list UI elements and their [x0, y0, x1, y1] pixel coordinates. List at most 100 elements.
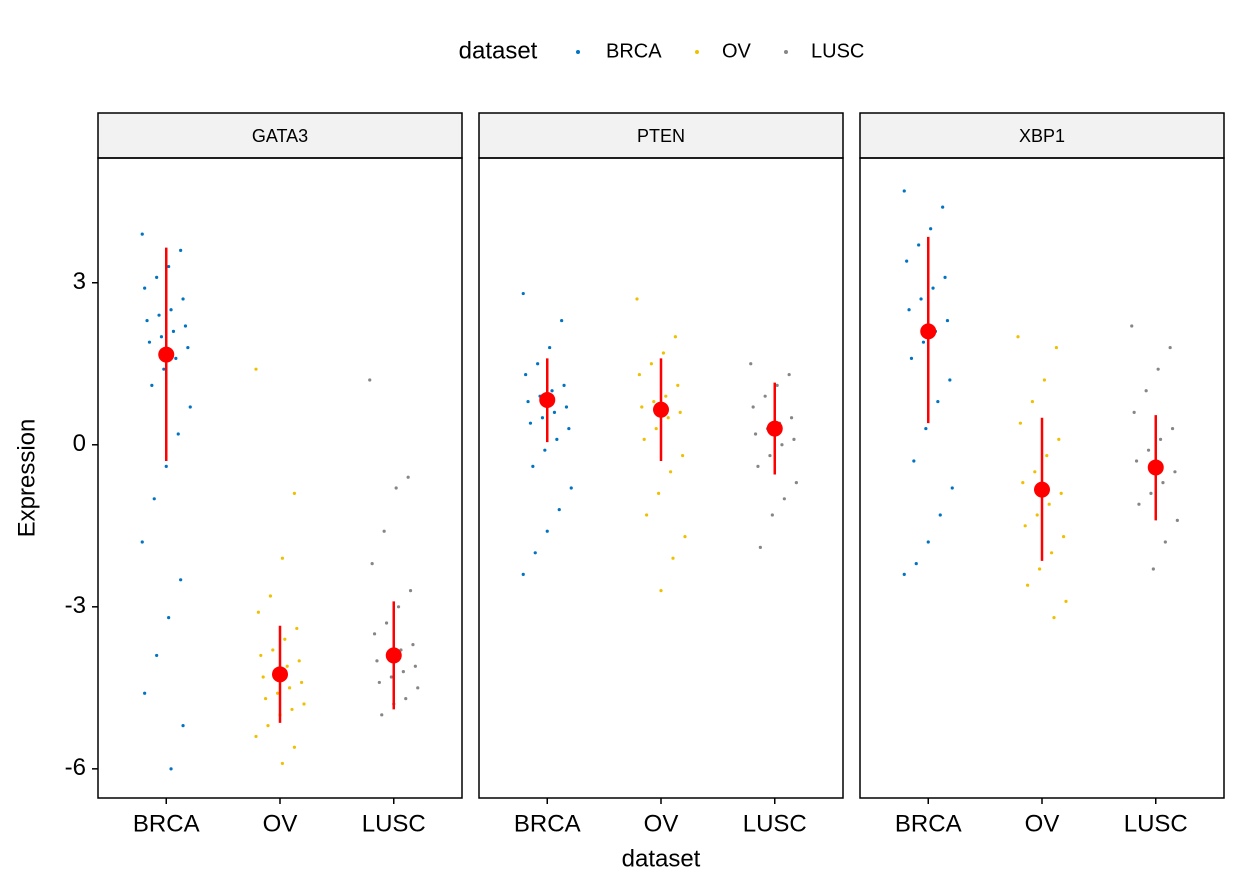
- point: [1035, 513, 1039, 517]
- point: [1018, 421, 1023, 425]
- point: [264, 697, 268, 701]
- y-tick-label: 0: [73, 430, 86, 457]
- point: [654, 426, 658, 431]
- point: [1130, 324, 1134, 328]
- point: [295, 626, 299, 631]
- point: [683, 534, 687, 539]
- point: [285, 664, 289, 668]
- legend-swatch: [695, 50, 699, 54]
- point: [1175, 518, 1179, 522]
- x-tick-label: LUSC: [362, 810, 426, 837]
- point: [562, 383, 566, 387]
- point: [545, 529, 549, 533]
- point: [169, 308, 173, 312]
- point: [531, 464, 535, 468]
- point: [1054, 345, 1058, 350]
- point: [266, 724, 270, 728]
- point: [288, 686, 292, 690]
- point: [1144, 389, 1148, 393]
- point: [1156, 367, 1160, 371]
- point: [401, 670, 405, 674]
- legend-label: LUSC: [811, 40, 864, 62]
- point: [254, 734, 258, 739]
- point: [259, 653, 263, 658]
- point: [171, 329, 176, 333]
- point: [152, 497, 156, 501]
- point: [909, 356, 914, 360]
- point: [1042, 378, 1046, 382]
- point: [669, 470, 673, 474]
- point: [945, 318, 950, 323]
- point: [649, 362, 654, 366]
- point: [758, 545, 762, 550]
- point: [567, 426, 571, 431]
- point: [143, 691, 147, 695]
- point: [657, 491, 661, 495]
- strip-label: PTEN: [637, 126, 685, 146]
- point: [921, 340, 926, 344]
- mean-point: [653, 401, 669, 418]
- point: [164, 464, 168, 468]
- point: [1158, 437, 1163, 441]
- point: [159, 335, 164, 339]
- point: [521, 572, 525, 577]
- x-tick-label: LUSC: [1124, 810, 1188, 837]
- point: [181, 724, 185, 728]
- point: [283, 637, 287, 641]
- x-tick-label: LUSC: [743, 810, 807, 837]
- point: [749, 362, 753, 366]
- mean-point: [920, 323, 937, 340]
- legend-swatch: [784, 50, 788, 54]
- point: [370, 562, 374, 566]
- point: [1134, 459, 1139, 463]
- legend-title: dataset: [459, 37, 538, 64]
- point: [179, 578, 183, 582]
- mean-point: [1034, 481, 1050, 498]
- mean-point: [158, 346, 175, 363]
- point: [1163, 540, 1167, 544]
- x-tick-label: OV: [1025, 810, 1060, 837]
- point: [292, 491, 296, 495]
- point: [261, 675, 265, 679]
- point: [931, 286, 935, 290]
- point: [666, 416, 670, 420]
- point: [780, 443, 784, 447]
- point: [280, 556, 284, 560]
- point: [167, 616, 171, 620]
- point: [276, 691, 280, 695]
- point: [394, 486, 398, 490]
- point: [188, 405, 192, 409]
- point: [528, 421, 533, 425]
- point: [1045, 453, 1049, 458]
- point: [789, 416, 794, 420]
- point: [404, 697, 408, 701]
- point: [416, 686, 420, 690]
- point: [174, 356, 178, 360]
- strip-label: GATA3: [252, 126, 308, 146]
- point: [941, 205, 945, 209]
- point: [943, 275, 947, 279]
- point: [179, 248, 183, 252]
- point: [652, 399, 656, 404]
- y-axis-label: Expression: [13, 419, 40, 538]
- point: [406, 475, 410, 479]
- legend-label: OV: [722, 40, 752, 62]
- point: [256, 610, 260, 614]
- panel: [478, 157, 844, 799]
- point: [372, 632, 377, 636]
- point: [676, 383, 680, 387]
- point: [1062, 534, 1066, 539]
- point: [560, 318, 564, 323]
- point: [1168, 345, 1172, 350]
- x-tick-label: BRCA: [895, 810, 962, 837]
- y-tick-label: -6: [65, 754, 86, 781]
- point: [753, 432, 758, 436]
- point: [948, 378, 952, 382]
- point: [938, 513, 942, 517]
- point: [268, 594, 272, 598]
- point: [950, 486, 954, 490]
- x-axis-label: dataset: [622, 845, 701, 872]
- point: [413, 664, 417, 668]
- point: [167, 264, 171, 269]
- mean-point: [1147, 459, 1164, 476]
